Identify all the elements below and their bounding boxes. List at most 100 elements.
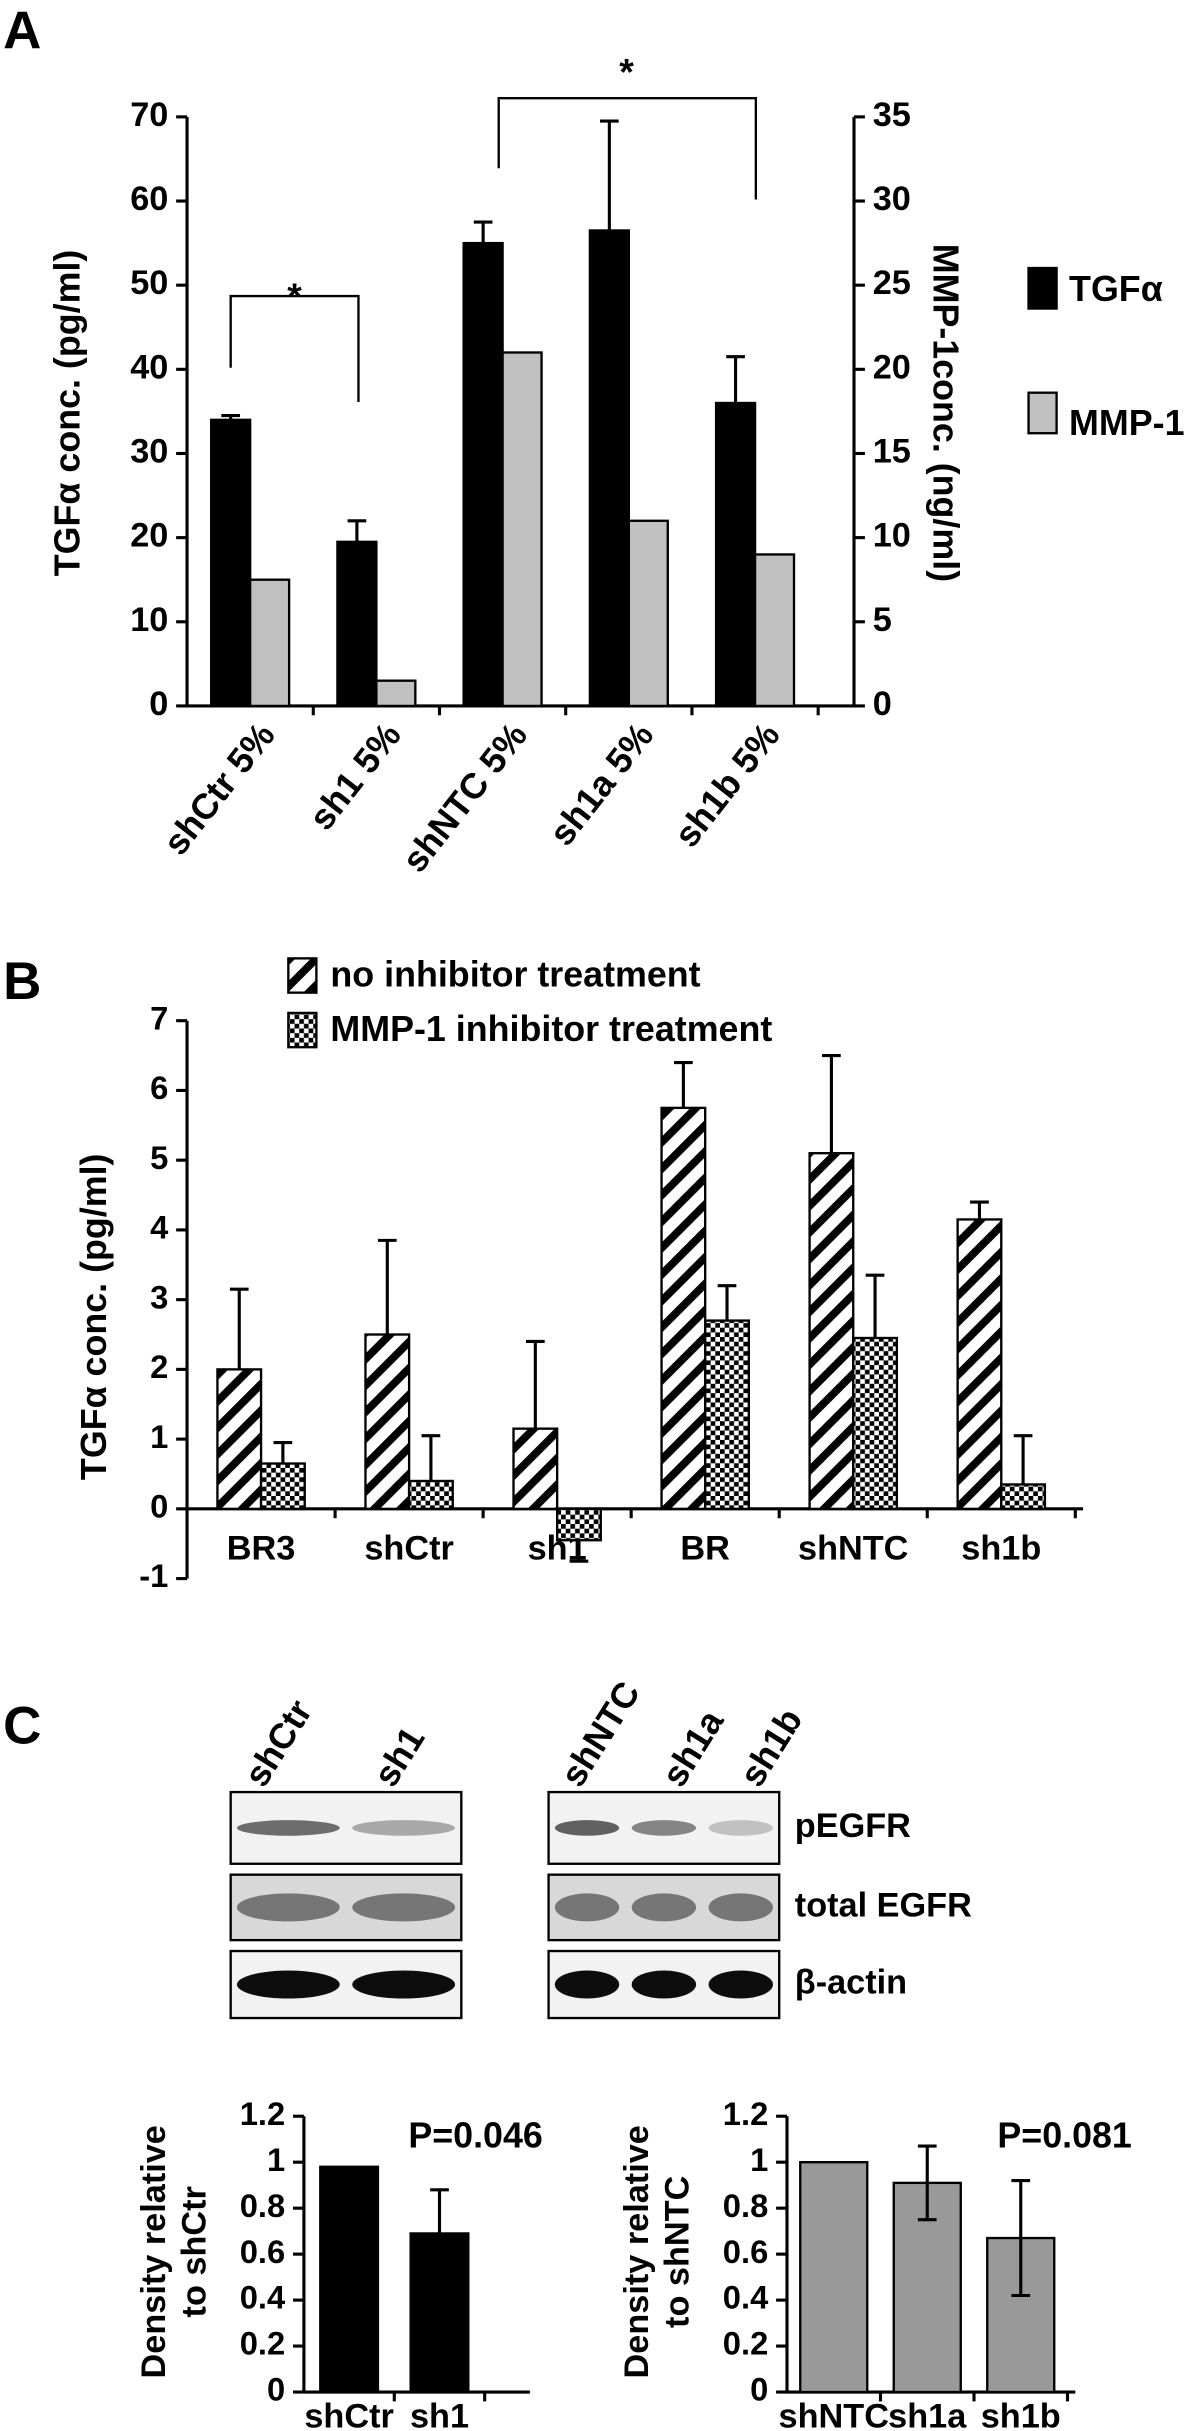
x-tick-label: sh1b — [981, 2398, 1061, 2431]
y-tick-label: 70 — [130, 96, 168, 134]
y-tick-label: 40 — [130, 348, 168, 386]
y-tick-label: 0.4 — [723, 2279, 769, 2316]
bar — [753, 553, 796, 708]
panel-label: B — [3, 952, 41, 1011]
blot-band — [631, 1970, 697, 1999]
blot-band — [352, 1970, 456, 1999]
bar — [375, 679, 417, 708]
x-tick-label: shCtr — [304, 2398, 393, 2431]
legend-swatch — [287, 957, 318, 994]
y-axis-label: TGFα conc. (pg/ml) — [48, 250, 88, 577]
error-bar — [674, 1060, 693, 1108]
annotation: P=0.046 — [408, 2116, 542, 2156]
y-axis-label: Density relative — [618, 2125, 656, 2378]
row-label: β-actin — [795, 1964, 907, 2002]
blot-band — [708, 1820, 773, 1836]
y-tick-label: 0 — [149, 685, 168, 723]
error-bar — [717, 1284, 737, 1321]
blot-band — [631, 1820, 697, 1836]
error-bar — [1013, 1434, 1033, 1485]
y-tick-label: 0 — [267, 2371, 285, 2408]
error-bar — [473, 220, 493, 244]
error-bar — [221, 414, 241, 420]
bar — [336, 540, 378, 708]
y2-tick-label: 0 — [873, 685, 892, 723]
lane-label: shNTC — [553, 1674, 648, 1793]
lane-label: sh1b — [732, 1701, 810, 1793]
bar — [512, 1427, 559, 1511]
bar — [1000, 1483, 1047, 1511]
x-tick-label: BR — [680, 1530, 730, 1568]
blot-band — [554, 1893, 620, 1922]
panel-label: A — [3, 1, 41, 60]
blot-band — [352, 1820, 456, 1836]
error-bar — [569, 1540, 589, 1563]
bar — [364, 1333, 411, 1511]
y-tick-label: 7 — [150, 999, 168, 1036]
y-tick-label: 1.2 — [240, 2095, 285, 2132]
x-tick-label: shNTC — [798, 1530, 908, 1568]
bar — [808, 1152, 855, 1511]
y-tick-label: 5 — [150, 1139, 168, 1176]
y2-tick-label: 25 — [873, 264, 911, 302]
bar — [660, 1106, 707, 1511]
bar — [956, 1218, 1003, 1511]
bar — [501, 351, 543, 708]
error-bar — [377, 1238, 397, 1335]
y-tick-label: 1 — [267, 2141, 285, 2178]
error-bar — [347, 519, 367, 542]
x-tick-label: BR3 — [227, 1530, 296, 1568]
panel-label: C — [3, 1697, 41, 1756]
y-tick-label: 0.8 — [240, 2187, 285, 2224]
significance-bracket — [497, 97, 758, 200]
legend-label: MMP-1 — [1069, 403, 1184, 443]
bar — [588, 229, 630, 708]
y-tick-label: 10 — [130, 601, 168, 639]
x-tick-label: sh1b 5% — [667, 715, 788, 854]
error-bar — [865, 1273, 885, 1339]
y-tick-label: 1 — [150, 1418, 168, 1455]
y-axis-label: Density relative — [135, 2125, 173, 2378]
y-tick-label: 6 — [150, 1069, 168, 1106]
bar — [210, 418, 252, 708]
x-tick-label: shNTC — [779, 2398, 889, 2431]
y-tick-label: 0.6 — [240, 2233, 285, 2270]
y-tick-label: 0 — [150, 1487, 168, 1524]
y-axis-label: to shCtr — [175, 2186, 213, 2317]
error-bar — [917, 2144, 937, 2222]
legend-label: TGFα — [1069, 269, 1163, 309]
y-axis-label: TGFα conc. (pg/ml) — [74, 1154, 114, 1481]
legend-label: MMP-1 inhibitor treatment — [330, 1009, 772, 1049]
annotation: P=0.081 — [997, 2116, 1131, 2156]
y-tick-label: 0 — [750, 2371, 768, 2408]
y-tick-label: 1.2 — [723, 2095, 768, 2132]
bar — [216, 1368, 263, 1511]
error-bar — [430, 2188, 449, 2279]
y-axis-label: to shNTC — [659, 2176, 697, 2328]
legend-swatch — [287, 1011, 318, 1049]
blot-band — [554, 1970, 620, 1999]
blot-band — [352, 1893, 456, 1922]
y-tick-label: 50 — [130, 264, 168, 302]
row-label: total EGFR — [795, 1886, 972, 1924]
x-tick-label: shNTC 5% — [394, 715, 535, 879]
annotation: * — [287, 275, 302, 317]
bar — [627, 519, 669, 708]
bar — [555, 1507, 602, 1542]
x-tick-label: sh1b — [961, 1530, 1041, 1568]
blot-band — [236, 1820, 340, 1836]
x-tick-label: shCtr 5% — [155, 715, 282, 862]
blot-panel — [547, 1873, 781, 1942]
blot-band — [236, 1893, 340, 1922]
x-tick-label: sh1 5% — [301, 715, 409, 837]
blot-band — [631, 1893, 697, 1922]
error-bar — [525, 1339, 545, 1429]
bar — [319, 2165, 380, 2394]
blot-band — [554, 1820, 620, 1836]
blot-panel — [547, 1790, 781, 1865]
y-tick-label: 0.4 — [240, 2279, 286, 2316]
error-bar — [726, 355, 745, 403]
x-tick-label: sh1a — [888, 2398, 967, 2431]
